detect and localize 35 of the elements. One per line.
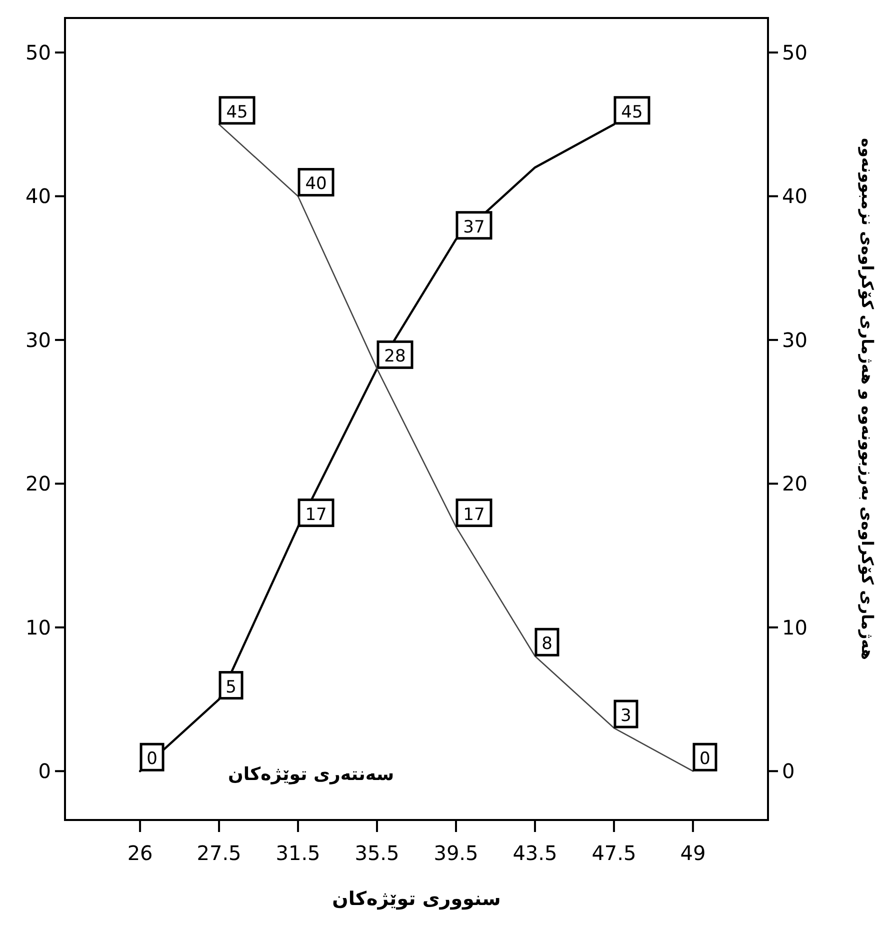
data-label: 3: [620, 706, 632, 726]
data-label: 45: [621, 102, 643, 122]
x-tick-label: 47.5: [592, 841, 636, 865]
x-tick-label: 49: [680, 841, 706, 865]
x-tick-label: 31.5: [276, 841, 320, 865]
data-label: 8: [542, 634, 552, 654]
x-tick-label: 43.5: [512, 841, 558, 865]
data-label: 40: [305, 174, 327, 194]
data-label: 45: [226, 102, 248, 122]
y-tick-label: 50: [26, 40, 51, 64]
data-label: 0: [146, 749, 158, 770]
x-tick-label: 27.5: [196, 841, 242, 865]
y-tick-label: 10: [26, 615, 51, 640]
y-tick-label: 40: [26, 184, 51, 208]
y-tick-label: 20: [26, 472, 51, 496]
data-label: 17: [463, 504, 485, 525]
data-label: 5: [226, 677, 236, 698]
y2-tick-label: 0: [782, 759, 795, 784]
annotation: سەنتەری توێژەکان: [228, 764, 394, 785]
y2-tick-label: 50: [782, 40, 808, 64]
y2-tick-label: 40: [782, 184, 808, 208]
y-tick-label: 30: [26, 328, 51, 352]
x-tick-label: 39.5: [434, 841, 478, 865]
y2-tick-label: 30: [782, 328, 808, 352]
y2-axis-title: ھەژماری کۆکراوەی بەرزبوونەوە و ھەژماری کۆکراوەی نزمبوونەوە: [858, 138, 877, 660]
x-tick-label: 26: [127, 841, 153, 865]
data-label: 37: [463, 217, 485, 238]
data-label: 28: [384, 346, 406, 367]
y2-tick-label: 10: [782, 615, 808, 640]
x-axis-title: سنووری توێژەکان: [332, 888, 501, 910]
y-tick-label: 0: [38, 759, 51, 784]
y2-tick-label: 20: [782, 472, 808, 496]
data-label: 0: [700, 749, 710, 770]
data-label: 17: [305, 504, 327, 525]
x-tick-label: 35.5: [354, 841, 400, 865]
